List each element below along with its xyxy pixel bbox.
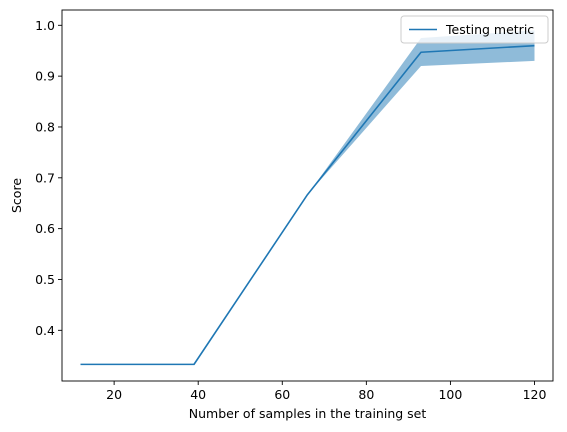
legend: Testing metric: [400, 15, 549, 44]
y-tick-label: 0.5: [35, 272, 55, 287]
x-tick-label: 20: [106, 387, 122, 402]
axes-frame: [61, 9, 554, 382]
y-tick-label: 0.7: [35, 170, 55, 185]
y-tick-label: 0.6: [35, 221, 55, 236]
plot-area: [80, 30, 535, 366]
x-tick-label: 60: [274, 387, 290, 402]
y-tick-label: 0.9: [35, 69, 55, 84]
x-tick-label: 40: [190, 387, 206, 402]
y-axis-label: Score: [9, 178, 24, 213]
legend-label: Testing metric: [445, 22, 534, 37]
x-tick-label: 100: [438, 387, 462, 402]
x-tick-label: 80: [358, 387, 374, 402]
x-tick-label: 120: [523, 387, 547, 402]
legend-box: [400, 15, 549, 44]
y-tick-label: 0.4: [35, 323, 55, 338]
series-0-line: [80, 44, 535, 366]
y-tick-label: 1.0: [35, 18, 55, 33]
y-axis: 0.4 0.5 0.6 0.7 0.8 0.9 1.0: [35, 18, 62, 338]
y-tick-label: 0.8: [35, 119, 55, 134]
x-axis-label: Number of samples in the training set: [189, 406, 427, 421]
x-axis: 20 40 60 80 100 120: [106, 381, 546, 402]
